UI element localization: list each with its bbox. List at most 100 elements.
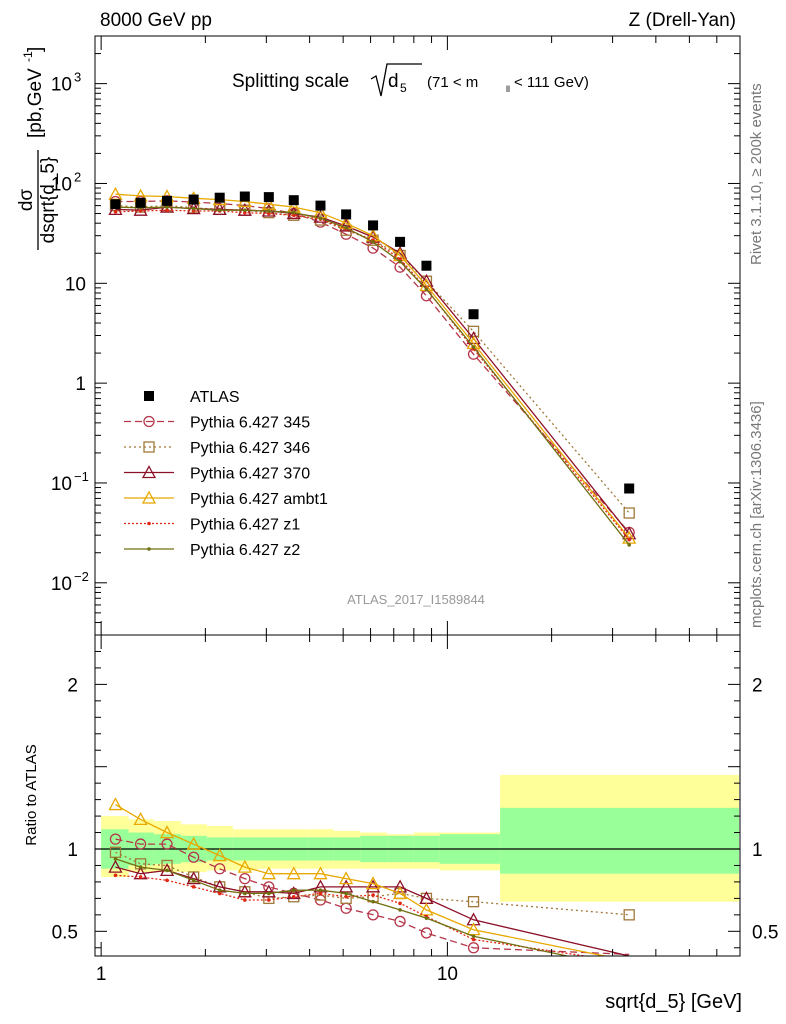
y-label-unit-exp: -1 bbox=[21, 51, 35, 62]
ratio-y-ticks: 2 2 1 1 0.5 0.5 bbox=[52, 650, 778, 949]
ratio-x-ticks: 1 10 bbox=[96, 635, 741, 985]
title-range-sub: ll bbox=[506, 84, 510, 94]
ratio-series-0-point-12 bbox=[420, 927, 433, 939]
main-series-2-point-1 bbox=[133, 202, 148, 216]
ratio-series-5-point-6 bbox=[267, 891, 271, 896]
atlas-point-0 bbox=[110, 199, 121, 210]
ratio-series-0-point-4 bbox=[214, 863, 226, 875]
title-main: Splitting scale bbox=[232, 71, 349, 92]
ratio-series-4-point-2 bbox=[165, 878, 169, 883]
x-tick-label-1: 10 bbox=[437, 964, 458, 985]
ratio-series-1-point-14 bbox=[623, 909, 635, 921]
y-label-numerator: dσ bbox=[16, 189, 37, 212]
main-series-5-point-8 bbox=[318, 216, 323, 220]
main-series-5-point-12 bbox=[424, 287, 429, 292]
main-series-4-point-0 bbox=[113, 210, 118, 214]
main-series-1-point-14 bbox=[623, 507, 635, 519]
legend-marker-3 bbox=[141, 490, 157, 504]
ratio-series-group bbox=[108, 797, 635, 956]
ratio-series-3-point-11 bbox=[392, 886, 408, 900]
main-series-2-point-4 bbox=[212, 202, 227, 216]
legend-label-3: Pythia 6.427 ambt1 bbox=[190, 491, 328, 508]
ratio-series-3-point-1 bbox=[133, 812, 148, 826]
x-tick-label-0: 1 bbox=[96, 964, 107, 985]
ratio-ytick-label-left-1: 1 bbox=[67, 840, 78, 861]
ratio-series-1-point-13 bbox=[467, 896, 480, 908]
main-series-4-point-2 bbox=[165, 208, 169, 212]
ratio-series-5-point-11 bbox=[398, 908, 402, 912]
analysis-id: ATLAS_2017_I1589844 bbox=[347, 592, 485, 607]
ratio-series-4-point-11 bbox=[398, 901, 402, 906]
ratio-series-4-point-13 bbox=[471, 937, 476, 942]
ratio-series-5-point-7 bbox=[291, 888, 296, 892]
main-series-5-point-11 bbox=[398, 259, 402, 264]
ratio-series-5-point-0 bbox=[113, 857, 118, 861]
atlas-point-6 bbox=[263, 192, 274, 203]
y-label-unit-end: ] bbox=[25, 47, 46, 52]
ratio-series-4-point-7 bbox=[291, 894, 296, 899]
ratio-series-4-point-8 bbox=[318, 891, 323, 896]
ratio-series-2-point-5 bbox=[237, 884, 252, 898]
title-d-sub: 5 bbox=[400, 81, 407, 95]
ratio-series-3-point-6 bbox=[261, 866, 276, 880]
sqrt-symbol bbox=[370, 63, 422, 97]
main-series-5-point-3 bbox=[191, 206, 196, 211]
ratio-series-4-point-1 bbox=[138, 875, 143, 879]
ratio-series-0-point-11 bbox=[394, 915, 406, 928]
ratio-series-3-point-9 bbox=[339, 871, 354, 885]
ratio-series-3-point-0 bbox=[108, 797, 123, 811]
ratio-series-4-point-0 bbox=[113, 873, 118, 878]
main-series-5-point-14 bbox=[627, 543, 631, 547]
main-ytick-label-0: 10 bbox=[51, 75, 72, 96]
atlas-point-13 bbox=[468, 309, 479, 320]
ratio-band-inner-14 bbox=[500, 807, 739, 874]
legend-marker-atlas bbox=[144, 391, 154, 401]
main-ytick-exp-4: −1 bbox=[74, 469, 89, 484]
ratio-plot-area bbox=[95, 774, 740, 956]
main-series-5-point-7 bbox=[291, 210, 296, 215]
atlas-point-10 bbox=[368, 220, 379, 231]
main-ytick-label-5: 10 bbox=[51, 574, 72, 595]
legend-label-1: Pythia 6.427 346 bbox=[190, 440, 310, 457]
ratio-series-0-point-5 bbox=[239, 872, 251, 885]
ratio-series-0-point-0 bbox=[109, 833, 122, 845]
main-series-0-point-12 bbox=[420, 290, 433, 302]
main-series-1-point-6 bbox=[263, 207, 275, 219]
ratio-series-4-point-10 bbox=[371, 893, 375, 897]
ratio-series-3-point-4 bbox=[212, 848, 227, 862]
ratio-y-label: Ratio to ATLAS bbox=[23, 744, 40, 845]
main-series-4-point-5 bbox=[243, 210, 247, 215]
ratio-series-0-point-13 bbox=[467, 942, 480, 954]
main-series-5-point-5 bbox=[243, 208, 247, 212]
ratio-series-4-point-4 bbox=[217, 891, 222, 896]
main-series-5-point-10 bbox=[371, 240, 375, 244]
ratio-series-3-point-10 bbox=[365, 876, 381, 890]
ratio-series-3-point-5 bbox=[237, 859, 252, 873]
main-series-5-point-6 bbox=[267, 209, 271, 213]
ratio-series-line-3 bbox=[115, 804, 609, 956]
atlas-point-8 bbox=[315, 200, 326, 211]
ratio-panel: 1 10 2 2 1 1 0.5 0.5 Ratio to ATLAS sqrt{d_5} … bbox=[23, 634, 778, 1013]
ratio-series-3-point-2 bbox=[159, 825, 175, 839]
ratio-series-0-point-3 bbox=[187, 851, 200, 863]
ratio-series-5-point-13 bbox=[471, 934, 476, 939]
ratio-series-5-point-12 bbox=[424, 916, 429, 920]
ratio-series-0-point-2 bbox=[161, 838, 173, 850]
main-series-2-point-9 bbox=[339, 218, 354, 232]
legend-marker-5 bbox=[147, 547, 151, 551]
ratio-series-2-point-11 bbox=[392, 879, 408, 893]
ratio-series-2-point-10 bbox=[365, 879, 381, 893]
ratio-series-3-point-3 bbox=[186, 836, 201, 850]
atlas-point-14 bbox=[624, 483, 635, 494]
legend-marker-1 bbox=[143, 441, 155, 453]
legend-marker-4 bbox=[147, 521, 151, 526]
atlas-point-1 bbox=[135, 197, 146, 208]
ratio-series-0-point-10 bbox=[367, 909, 379, 921]
atlas-point-11 bbox=[395, 236, 406, 247]
chart-title: Splitting scale d 5 (71 < m ll < 111 GeV… bbox=[232, 63, 589, 97]
ratio-series-5-point-1 bbox=[138, 865, 143, 869]
main-ytick-exp-0: 3 bbox=[74, 70, 81, 85]
atlas-point-9 bbox=[341, 209, 352, 220]
